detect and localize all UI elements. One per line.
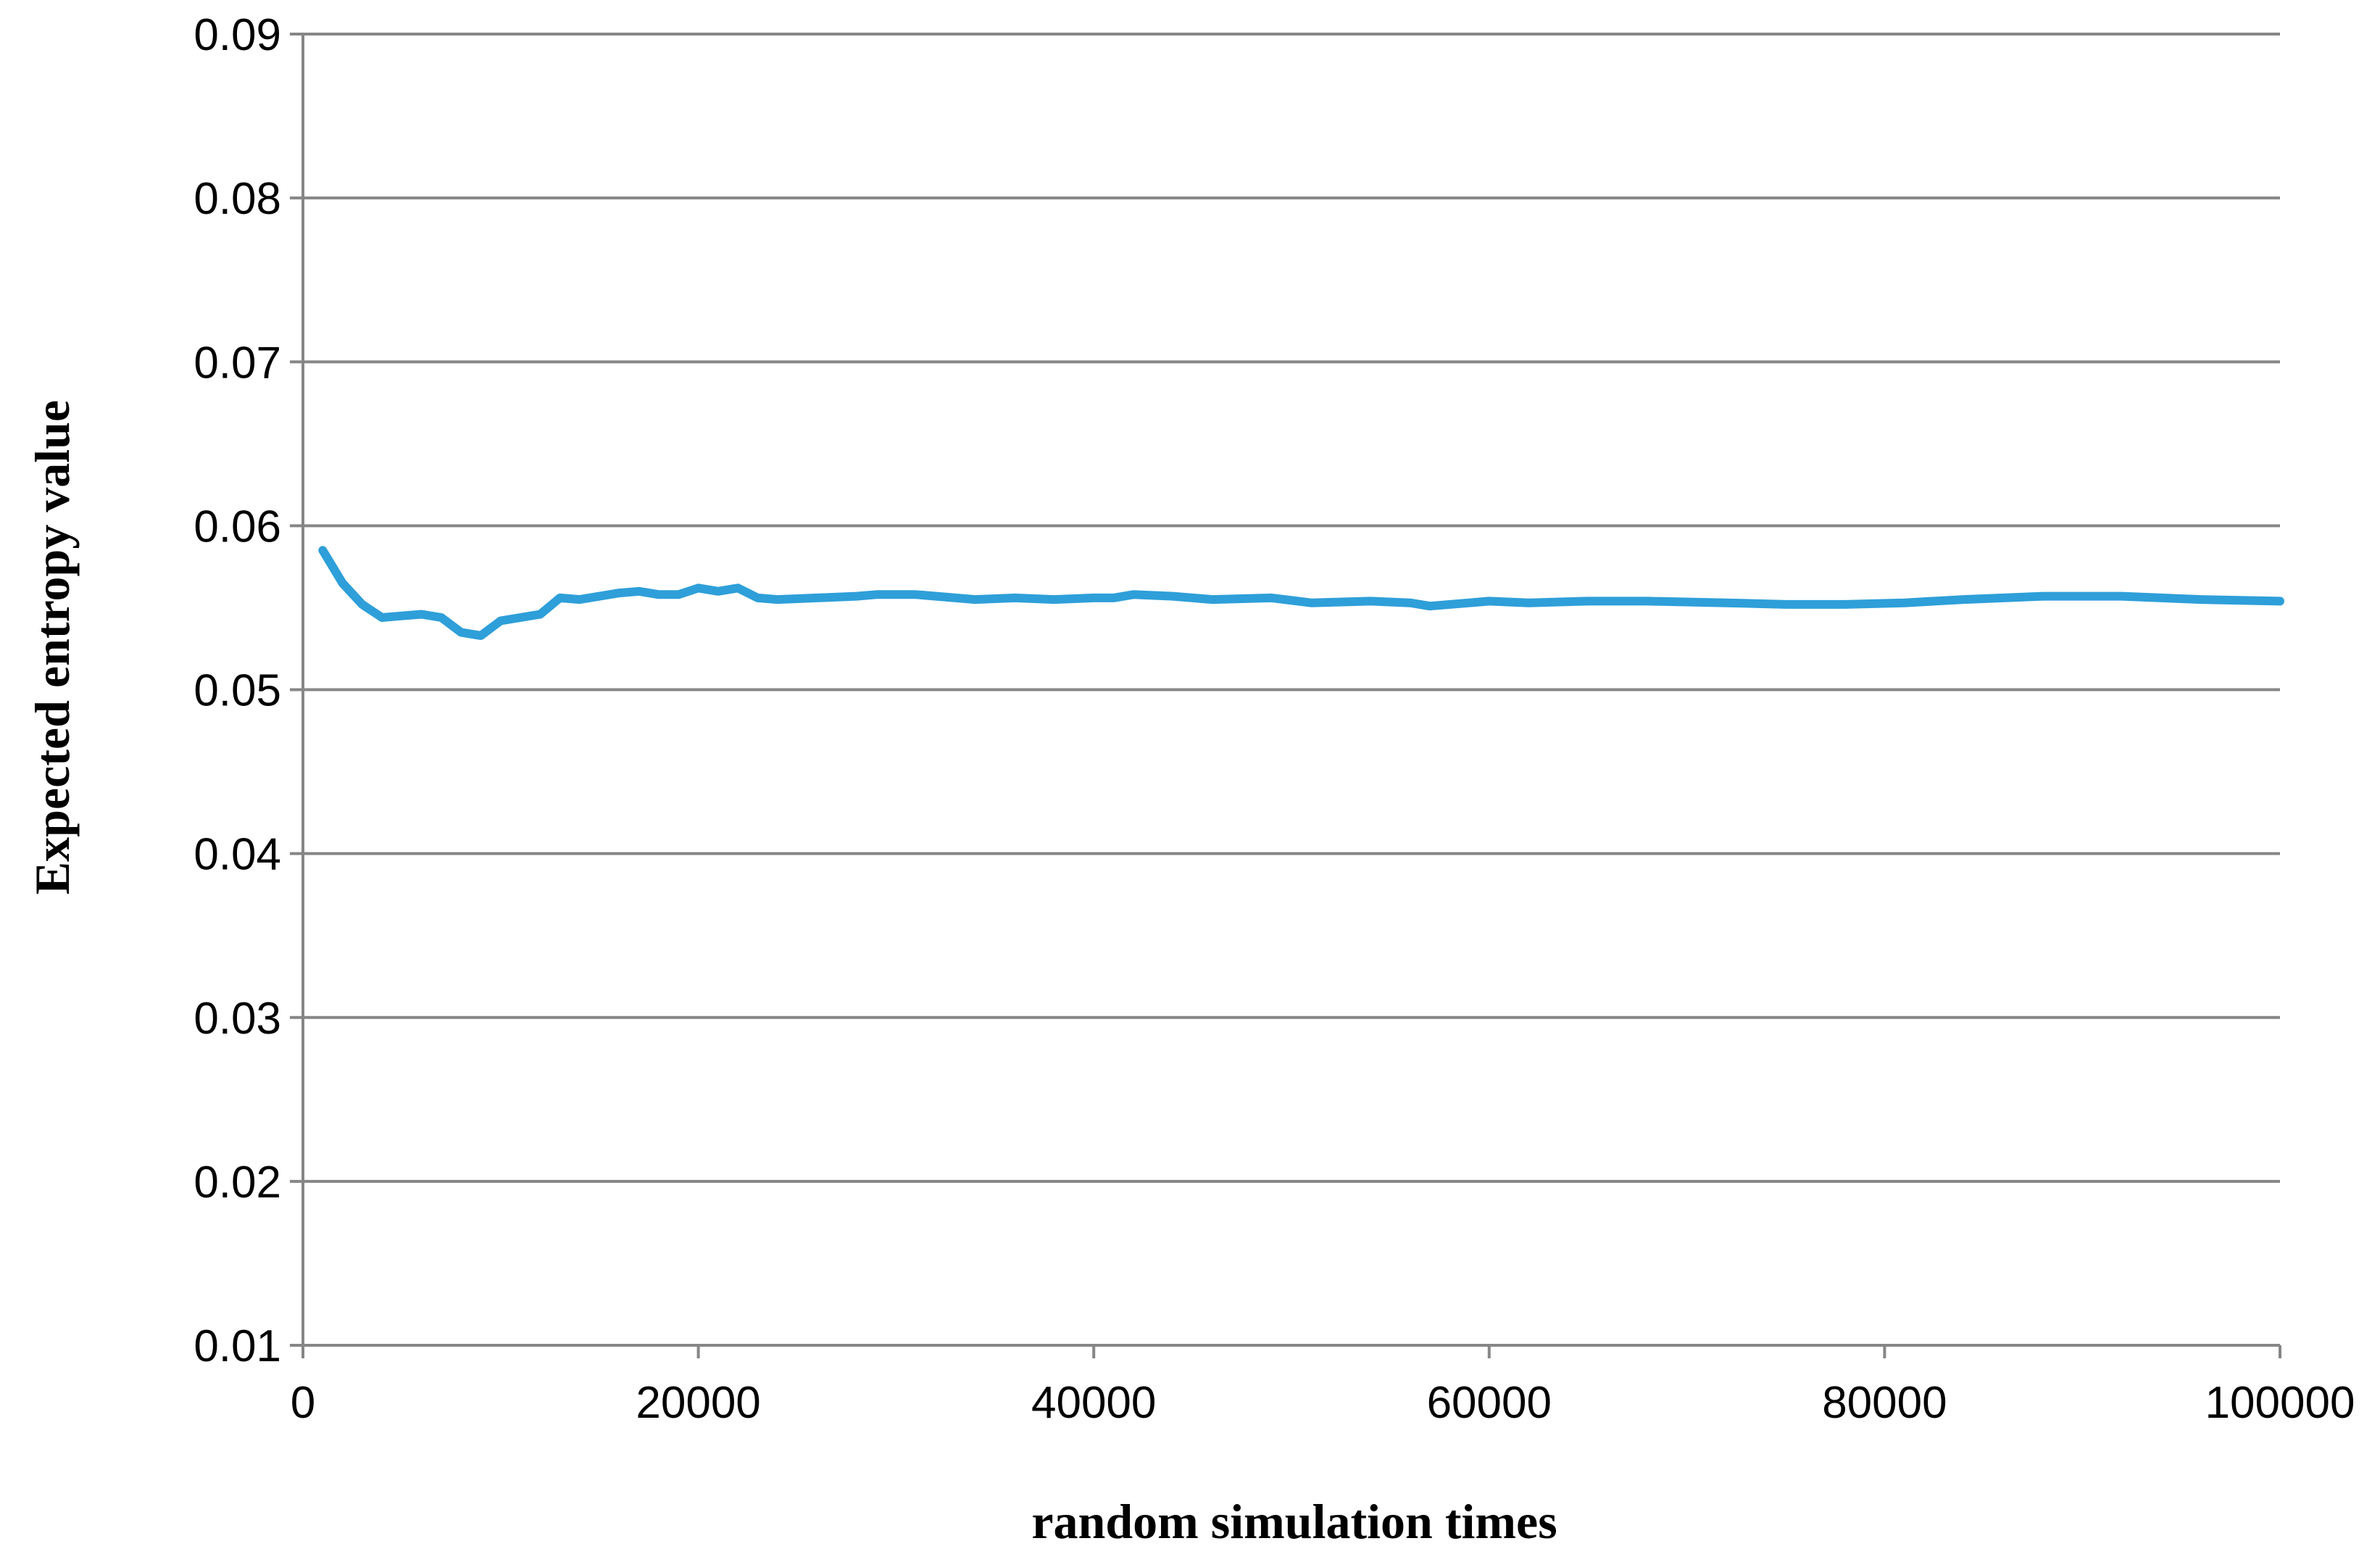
y-tick-label: 0.05 <box>194 666 281 716</box>
series-group <box>318 546 2284 640</box>
y-tick-label: 0.07 <box>194 338 281 388</box>
y-tick-label: 0.09 <box>194 10 281 60</box>
series-line-0 <box>318 546 2284 640</box>
gridlines <box>303 33 2280 1183</box>
y-axis-title: Expected entropy value <box>25 400 80 895</box>
x-tick-label: 100000 <box>2205 1378 2355 1428</box>
y-tick-label: 0.08 <box>194 174 281 224</box>
x-tick-labels: 0 20000 40000 60000 80000 100000 <box>291 1378 2355 1428</box>
axes <box>290 33 2281 1358</box>
y-tick-label: 0.03 <box>194 994 281 1044</box>
x-tick-label: 20000 <box>636 1378 760 1428</box>
y-tick-label: 0.01 <box>194 1321 281 1371</box>
x-tick-label: 0 <box>291 1378 315 1428</box>
x-axis-title: random simulation times <box>1031 1494 1557 1549</box>
y-tick-label: 0.06 <box>194 502 281 552</box>
x-tick-label: 80000 <box>1822 1378 1947 1428</box>
y-tick-labels: 0.01 0.02 0.03 0.04 0.05 0.06 0.07 0.08 0.09 <box>194 10 281 1371</box>
y-tick-label: 0.04 <box>194 830 281 880</box>
x-tick-label: 40000 <box>1031 1378 1156 1428</box>
x-tick-label: 60000 <box>1427 1378 1552 1428</box>
y-tick-label: 0.02 <box>194 1158 281 1208</box>
